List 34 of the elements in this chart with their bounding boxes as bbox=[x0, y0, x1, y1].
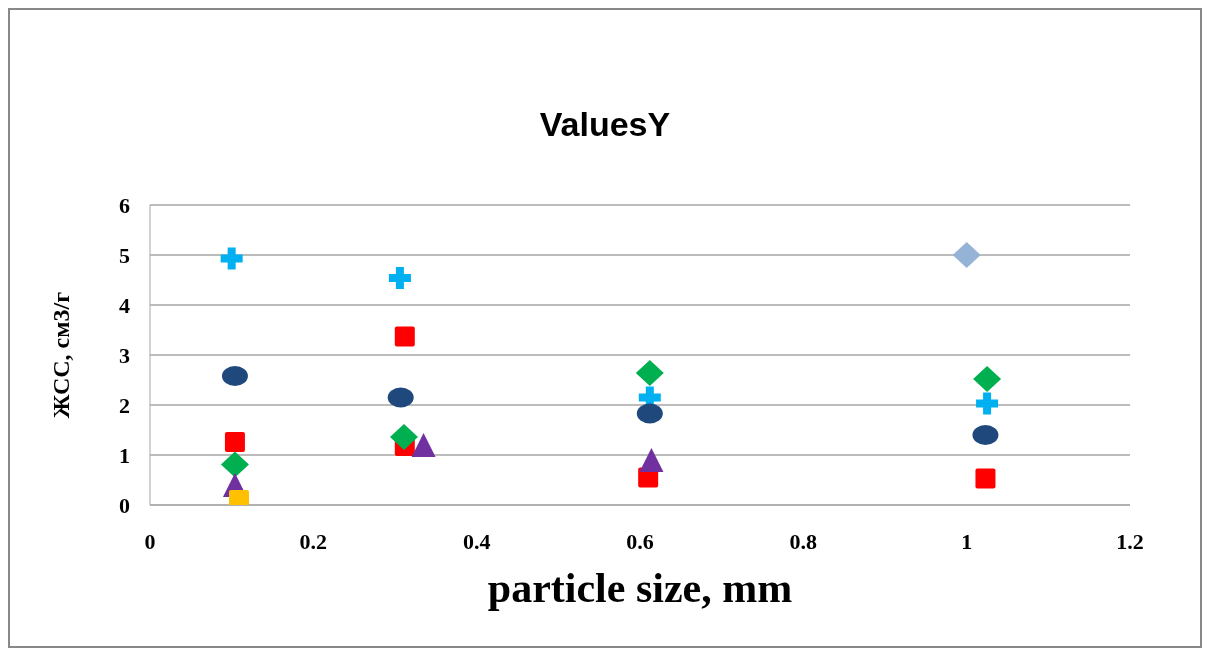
point bbox=[639, 448, 664, 472]
point bbox=[220, 247, 243, 270]
point bbox=[635, 360, 664, 386]
x-axis-title: particle size, mm bbox=[487, 565, 793, 611]
x-tick-label: 1.2 bbox=[1116, 528, 1144, 554]
point bbox=[636, 403, 663, 424]
y-tick-label: 2 bbox=[119, 392, 130, 418]
point bbox=[976, 392, 999, 415]
y-tick-label: 3 bbox=[119, 342, 130, 368]
point bbox=[224, 432, 245, 452]
point bbox=[972, 425, 999, 445]
x-tick-label: 1 bbox=[961, 528, 973, 554]
point bbox=[975, 468, 996, 489]
point bbox=[221, 366, 248, 386]
point bbox=[387, 387, 414, 408]
x-tick-label: 0.4 bbox=[462, 528, 491, 554]
y-tick-label: 0 bbox=[119, 492, 130, 518]
y-axis-title: ЖСС, см3/г bbox=[47, 291, 74, 419]
y-tick-label: 1 bbox=[119, 442, 130, 468]
point bbox=[973, 366, 1002, 392]
point bbox=[952, 242, 981, 268]
x-tick-label: 0.6 bbox=[626, 528, 654, 554]
chart-title: ValuesY bbox=[538, 105, 672, 144]
point bbox=[394, 326, 415, 347]
point bbox=[388, 267, 411, 289]
x-tick-label: 0.2 bbox=[299, 528, 328, 554]
x-tick-label: 0.8 bbox=[789, 528, 818, 554]
x-tick-label: 0 bbox=[144, 528, 156, 554]
point bbox=[411, 433, 436, 457]
y-tick-label: 5 bbox=[119, 242, 130, 268]
y-tick-label: 4 bbox=[119, 292, 130, 318]
y-tick-label: 6 bbox=[119, 192, 130, 218]
point bbox=[389, 424, 418, 450]
point bbox=[220, 451, 249, 478]
